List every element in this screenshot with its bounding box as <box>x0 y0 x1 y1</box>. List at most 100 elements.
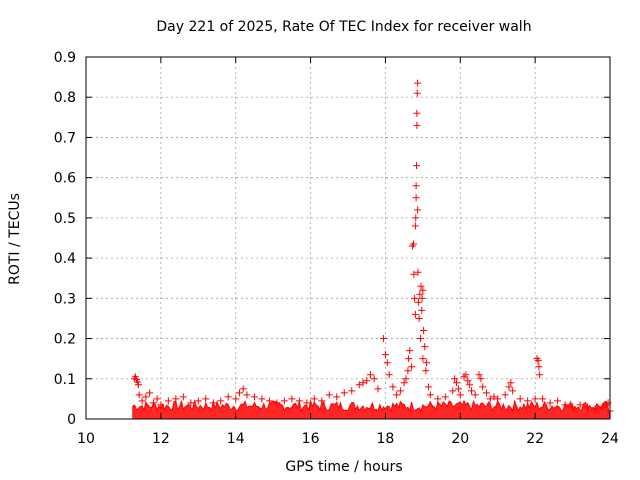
data-point <box>477 375 485 383</box>
data-point <box>209 399 217 407</box>
y-tick-label: 0.7 <box>54 130 76 146</box>
data-point <box>393 391 401 399</box>
plot-frame <box>85 56 611 420</box>
data-point <box>426 391 434 399</box>
data-point <box>157 401 165 409</box>
data-point <box>412 194 420 202</box>
data-point <box>509 387 517 395</box>
data-point <box>303 399 311 407</box>
data-point <box>524 397 532 405</box>
data-point <box>534 357 542 365</box>
y-tick-label: 0.2 <box>54 332 76 348</box>
data-point <box>486 395 494 403</box>
data-point <box>599 403 607 411</box>
data-point <box>417 335 425 343</box>
y-tick-label: 0.1 <box>54 372 76 388</box>
x-tick-label: 20 <box>451 431 469 447</box>
data-point <box>475 371 483 379</box>
data-point <box>318 397 326 405</box>
data-point <box>441 393 449 401</box>
chart-title: Day 221 of 2025, Rate Of TEC Index for r… <box>156 19 531 35</box>
data-point <box>413 109 421 117</box>
data-point <box>258 395 266 403</box>
data-point <box>288 395 296 403</box>
data-point <box>280 397 288 405</box>
data-point <box>146 389 154 397</box>
data-point <box>424 383 432 391</box>
data-point <box>402 375 410 383</box>
data-point <box>464 377 472 385</box>
data-point <box>422 367 430 375</box>
data-point <box>546 399 554 407</box>
data-point <box>333 393 341 401</box>
data-point <box>453 379 461 387</box>
data-point <box>250 393 258 401</box>
x-axis-label: GPS time / hours <box>285 459 402 475</box>
data-point <box>494 395 502 403</box>
data-point <box>381 351 389 359</box>
data-point <box>456 391 464 399</box>
data-point <box>466 381 474 389</box>
data-point <box>194 397 202 405</box>
data-point <box>539 395 547 403</box>
data-point <box>412 214 420 222</box>
data-point <box>561 401 569 409</box>
data-point <box>404 367 412 375</box>
data-point <box>471 391 479 399</box>
x-tick-label: 14 <box>227 431 245 447</box>
x-tick-label: 18 <box>377 431 395 447</box>
y-tick-label: 0.5 <box>54 211 76 227</box>
x-tick-label: 10 <box>77 431 95 447</box>
data-point <box>412 162 420 170</box>
data-point <box>468 387 476 395</box>
data-point <box>482 389 490 397</box>
data-point <box>449 387 457 395</box>
data-point <box>418 294 426 302</box>
data-point <box>413 89 421 97</box>
data-point <box>410 240 417 248</box>
data-point <box>400 379 408 387</box>
data-point <box>172 395 180 403</box>
data-point <box>389 383 397 391</box>
data-point <box>411 222 419 230</box>
data-point <box>363 377 371 385</box>
data-point <box>531 395 539 403</box>
data-point <box>412 182 420 190</box>
data-point <box>135 391 143 399</box>
data-point <box>370 375 378 383</box>
x-tick-label: 16 <box>302 431 320 447</box>
data-point <box>507 379 515 387</box>
data-point <box>138 397 146 405</box>
y-tick-label: 0.6 <box>54 171 76 187</box>
data-point <box>554 397 562 405</box>
data-point <box>385 371 393 379</box>
data-point <box>479 383 487 391</box>
data-point <box>153 395 161 403</box>
data-point <box>418 306 426 314</box>
data-point <box>591 405 599 413</box>
data-point <box>421 343 429 351</box>
data-point <box>490 393 498 401</box>
data-point <box>243 391 251 399</box>
data-point <box>576 401 584 409</box>
data-point <box>239 385 247 393</box>
data-point <box>187 399 195 407</box>
data-point <box>417 282 425 290</box>
data-point <box>411 294 419 302</box>
y-axis-label: ROTI / TECUs <box>7 193 23 285</box>
data-point <box>232 395 240 403</box>
data-point <box>355 381 363 389</box>
y-tick-label: 0.4 <box>54 251 76 267</box>
data-point <box>420 327 428 335</box>
data-point <box>410 270 418 278</box>
data-point <box>224 393 232 401</box>
noise-band-layer <box>132 399 611 420</box>
points-layer <box>131 79 614 415</box>
data-point <box>414 206 422 214</box>
data-point <box>535 363 543 371</box>
data-point <box>584 403 592 411</box>
data-point <box>415 314 423 322</box>
y-tick-label: 0.3 <box>54 291 76 307</box>
data-point <box>413 121 421 129</box>
data-point <box>408 363 416 371</box>
